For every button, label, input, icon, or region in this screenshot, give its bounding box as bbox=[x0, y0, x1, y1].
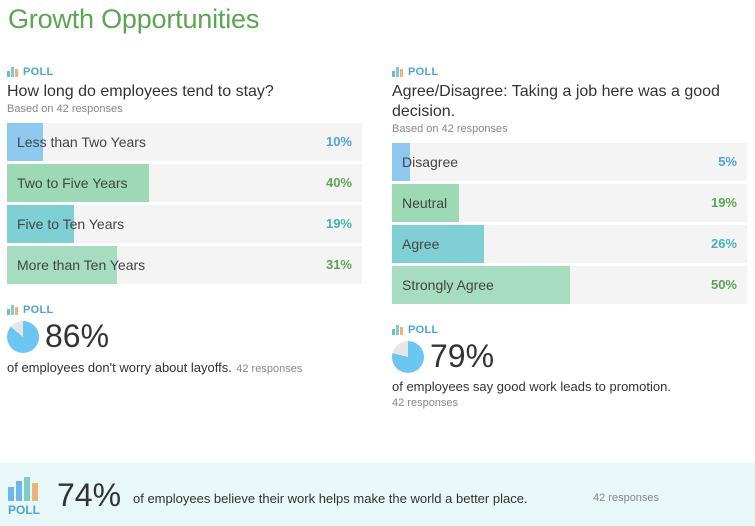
stat-responses: 42 responses bbox=[593, 492, 660, 504]
poll-label: POLL bbox=[23, 66, 54, 78]
poll-option-bar bbox=[7, 164, 149, 202]
poll-good-decision: POLL Agree/Disagree: Taking a job here w… bbox=[392, 66, 747, 409]
stat-text: of employees don't worry about layoffs. bbox=[7, 360, 232, 375]
poll-option-bar bbox=[7, 246, 118, 284]
poll-icon bbox=[7, 67, 19, 77]
poll-icon bbox=[8, 477, 48, 501]
poll-question: Agree/Disagree: Taking a job here was a … bbox=[392, 83, 720, 120]
stat-responses: 42 responses bbox=[392, 397, 459, 409]
poll-tag: POLL bbox=[392, 66, 747, 78]
poll-option-label: Disagree bbox=[402, 154, 459, 170]
poll-option-row: Five to Ten Years 19% bbox=[7, 205, 362, 243]
poll-label: POLL bbox=[23, 304, 54, 316]
poll-option-row: Strongly Agree 50% bbox=[392, 266, 747, 304]
poll-option-percent: 40% bbox=[325, 175, 352, 190]
stat-responses: 42 responses bbox=[236, 363, 303, 375]
poll-icon bbox=[392, 67, 404, 77]
poll-tag: POLL bbox=[7, 66, 362, 78]
poll-option-percent: 5% bbox=[718, 154, 737, 169]
poll-options: Disagree 5% Neutral 19% Agree 26% Strongly Agr… bbox=[392, 143, 747, 304]
poll-tag: POLL bbox=[392, 324, 747, 336]
poll-option-label: Less than Two Years bbox=[17, 134, 146, 150]
poll-option-row: Disagree 5% bbox=[392, 143, 747, 181]
poll-option-bar bbox=[7, 205, 75, 243]
poll-option-percent: 31% bbox=[325, 257, 352, 272]
poll-option-percent: 26% bbox=[710, 236, 737, 251]
poll-option-row: Agree 26% bbox=[392, 225, 747, 263]
poll-question: How long do employees tend to stay? bbox=[7, 83, 274, 100]
stat-value: 79% bbox=[430, 338, 495, 374]
poll-option-bar bbox=[392, 266, 570, 304]
poll-options: Less than Two Years 10% Two to Five Years 4… bbox=[7, 123, 362, 284]
poll-icon bbox=[392, 325, 404, 335]
poll-tag: POLL bbox=[7, 304, 362, 316]
poll-option-percent: 50% bbox=[710, 277, 737, 292]
poll-option-label: Neutral bbox=[402, 195, 448, 211]
stat-text: of employees believe their work helps ma… bbox=[133, 491, 528, 506]
poll-option-label: Agree bbox=[402, 236, 440, 252]
poll-option-bar bbox=[392, 184, 460, 222]
poll-option-label: Two to Five Years bbox=[17, 175, 128, 191]
stat-layoffs: POLL 86% of employees don't worry about … bbox=[7, 304, 362, 377]
poll-option-bar bbox=[7, 123, 43, 161]
page-title: Growth Opportunities bbox=[8, 4, 260, 34]
poll-option-row: Less than Two Years 10% bbox=[7, 123, 362, 161]
poll-based-on: Based on 42 responses bbox=[7, 103, 123, 115]
stat-text: of employees say good work leads to prom… bbox=[392, 379, 671, 394]
pie-chart-icon bbox=[392, 340, 424, 373]
poll-option-percent: 19% bbox=[325, 216, 352, 231]
poll-option-row: More than Ten Years 31% bbox=[7, 246, 362, 284]
poll-option-label: Five to Ten Years bbox=[17, 216, 125, 232]
stat-value: 86% bbox=[45, 318, 110, 354]
poll-label: POLL bbox=[8, 503, 40, 517]
poll-label: POLL bbox=[408, 66, 439, 78]
poll-icon bbox=[7, 305, 19, 315]
poll-option-percent: 19% bbox=[710, 195, 737, 210]
stat-world-impact-banner: POLL 74% of employees believe their work… bbox=[0, 463, 755, 526]
poll-badge: POLL bbox=[8, 477, 48, 517]
stat-promotion: POLL 79% of employees say good work lead… bbox=[392, 324, 747, 409]
poll-option-percent: 10% bbox=[325, 134, 352, 149]
poll-employee-tenure: POLL How long do employees tend to stay?… bbox=[7, 66, 362, 377]
poll-option-row: Two to Five Years 40% bbox=[7, 164, 362, 202]
poll-option-bar bbox=[392, 225, 485, 263]
poll-based-on: Based on 42 responses bbox=[392, 123, 508, 135]
poll-option-label: More than Ten Years bbox=[17, 257, 146, 273]
poll-label: POLL bbox=[408, 324, 439, 336]
poll-option-label: Strongly Agree bbox=[402, 277, 494, 293]
stat-value: 74% bbox=[57, 477, 122, 513]
poll-option-row: Neutral 19% bbox=[392, 184, 747, 222]
poll-option-bar bbox=[392, 143, 410, 181]
pie-chart-icon bbox=[7, 320, 39, 353]
